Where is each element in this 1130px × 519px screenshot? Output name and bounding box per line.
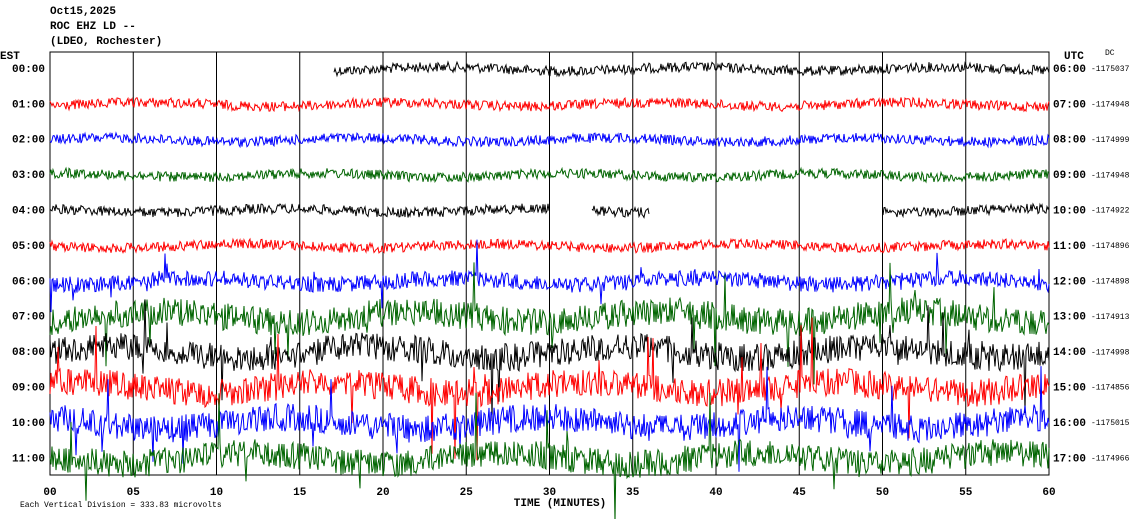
seismic-trace	[49, 239, 1050, 313]
seismic-trace	[333, 60, 1050, 78]
seismic-trace	[49, 317, 1050, 461]
utc-label: 15:00	[1053, 383, 1086, 395]
dc-value: -1175037	[1091, 65, 1130, 74]
dc-value: -1174998	[1091, 348, 1130, 357]
seismic-trace	[591, 205, 650, 219]
est-label: 00:00	[12, 64, 45, 76]
seismic-trace	[49, 96, 1050, 113]
seismic-trace	[49, 166, 1050, 184]
station: ROC EHZ LD --	[50, 21, 136, 33]
x-tick-label: 00	[43, 487, 56, 499]
est-label: 01:00	[12, 99, 45, 111]
est-label: 06:00	[12, 276, 45, 288]
est-label: 07:00	[12, 312, 45, 324]
est-label: 09:00	[12, 383, 45, 395]
dc-value: -1174999	[1091, 136, 1130, 145]
x-tick-label: 50	[876, 487, 889, 499]
est-label: 04:00	[12, 206, 45, 218]
utc-label: 17:00	[1053, 453, 1086, 465]
dc-value: -1174913	[1091, 313, 1130, 322]
seismic-trace	[49, 262, 1050, 385]
seismic-trace	[49, 392, 1050, 519]
seismic-trace	[49, 237, 1050, 254]
est-label: 11:00	[12, 453, 45, 465]
est-label: 10:00	[12, 418, 45, 430]
est-label: 03:00	[12, 170, 45, 182]
x-tick-label: 40	[709, 487, 722, 499]
network: (LDEO, Rochester)	[50, 36, 162, 48]
dc-value: -1174898	[1091, 278, 1130, 287]
dc-value: -1174922	[1091, 207, 1130, 216]
seismic-trace	[49, 131, 1050, 149]
seismic-trace	[49, 366, 1050, 472]
x-tick-label: 55	[959, 487, 973, 499]
x-tick-label: 35	[626, 487, 640, 499]
seismic-trace	[49, 203, 550, 218]
dc-value: -1174948	[1091, 171, 1130, 180]
x-axis-title: TIME (MINUTES)	[514, 498, 606, 510]
right-axis-title: UTC	[1064, 51, 1084, 63]
utc-label: 10:00	[1053, 206, 1086, 218]
dc-title: DC	[1105, 49, 1115, 58]
dc-value: -1174856	[1091, 384, 1130, 393]
utc-label: 08:00	[1053, 135, 1086, 147]
date: Oct15,2025	[50, 6, 116, 18]
utc-label: 12:00	[1053, 276, 1086, 288]
est-label: 05:00	[12, 241, 45, 253]
utc-label: 14:00	[1053, 347, 1086, 359]
utc-label: 09:00	[1053, 170, 1086, 182]
utc-label: 16:00	[1053, 418, 1086, 430]
dc-value: -1174948	[1091, 101, 1130, 110]
x-tick-label: 45	[793, 487, 807, 499]
x-tick-label: 15	[293, 487, 307, 499]
x-tick-label: 20	[376, 487, 389, 499]
utc-label: 13:00	[1053, 312, 1086, 324]
footer: Each Vertical Division = 333.83 microvol…	[20, 501, 222, 510]
x-tick-label: 30	[543, 487, 556, 499]
utc-label: 07:00	[1053, 99, 1086, 111]
x-tick-label: 10	[210, 487, 223, 499]
dc-value: -1174896	[1091, 242, 1130, 251]
x-tick-label: 60	[1042, 487, 1055, 499]
utc-label: 11:00	[1053, 241, 1086, 253]
seismic-trace	[49, 299, 1050, 422]
est-label: 08:00	[12, 347, 45, 359]
dc-value: -1174966	[1091, 455, 1130, 464]
seismic-trace	[882, 202, 1050, 219]
left-axis-title: EST	[0, 51, 20, 63]
x-tick-label: 25	[460, 487, 474, 499]
est-label: 02:00	[12, 135, 45, 147]
dc-value: -1175015	[1091, 419, 1130, 428]
x-tick-label: 05	[127, 487, 141, 499]
utc-label: 06:00	[1053, 64, 1086, 76]
